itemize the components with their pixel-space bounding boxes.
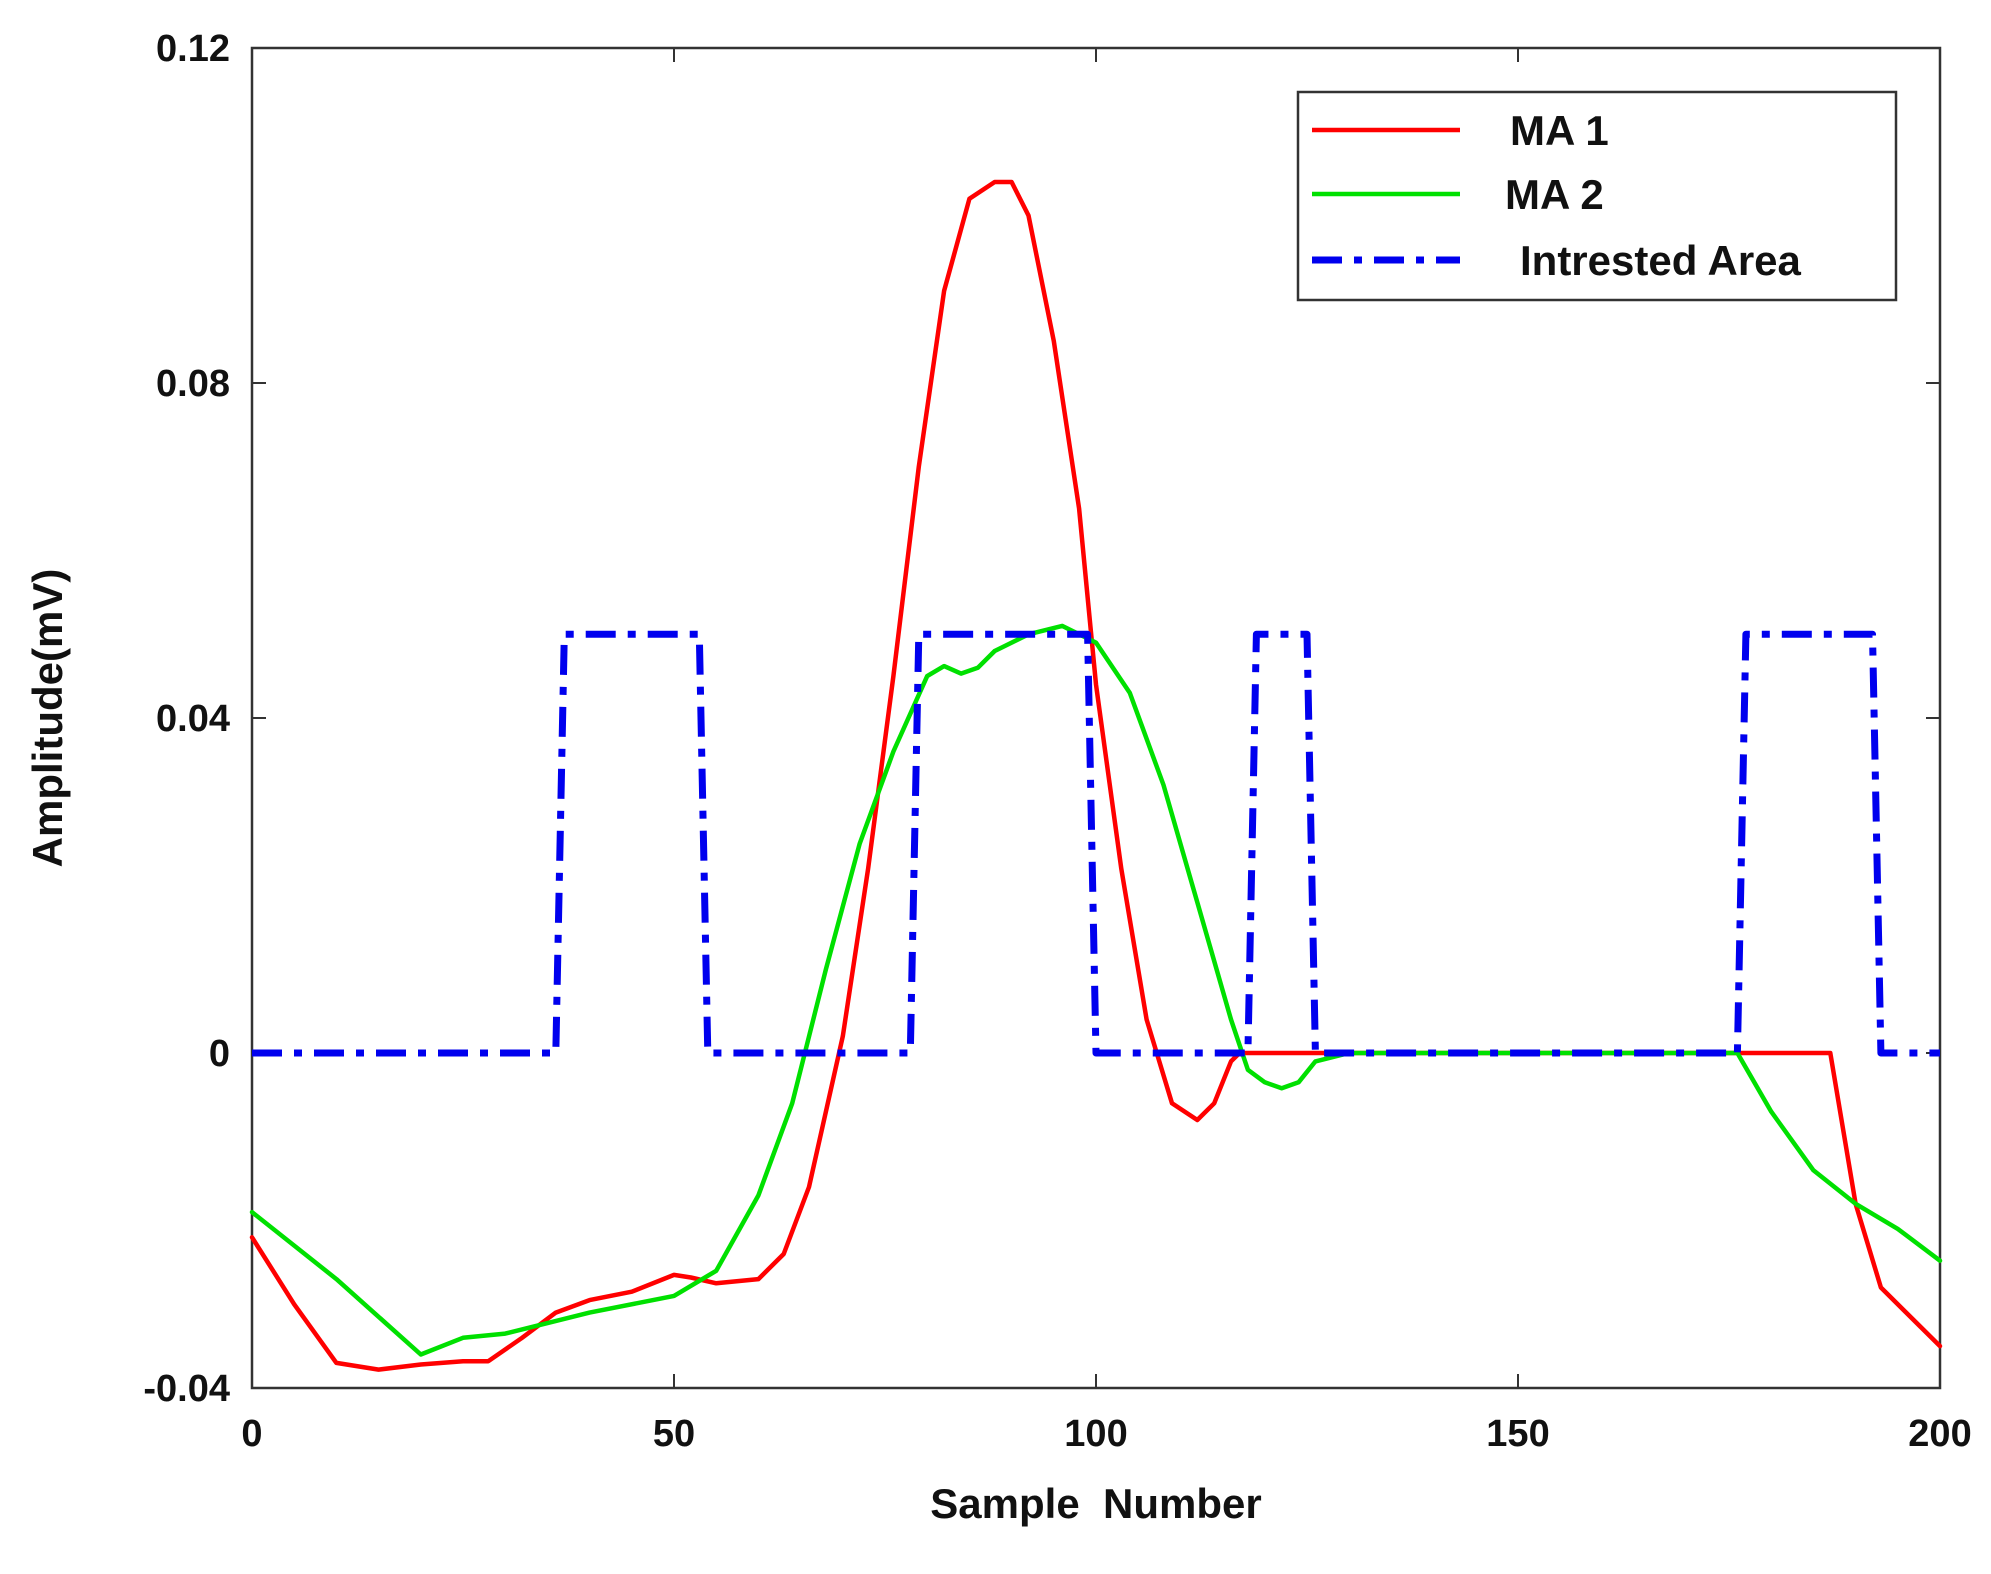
y-tick-label: 0 — [209, 1033, 230, 1075]
x-tick-label: 200 — [1908, 1413, 1971, 1455]
y-tick-label: 0.08 — [156, 363, 230, 405]
x-tick-label: 150 — [1486, 1413, 1549, 1455]
x-tick-label: 0 — [241, 1413, 262, 1455]
legend-label-ma1: MA 1 — [1510, 107, 1609, 154]
series-line-interested-area — [252, 630, 1940, 1057]
x-tick-label: 50 — [653, 1413, 695, 1455]
x-axis-label: Sample Number — [930, 1480, 1261, 1527]
series-lines — [249, 179, 1943, 1372]
y-tick-label: 0.04 — [156, 698, 230, 740]
y-tick-label: 0.12 — [156, 28, 230, 70]
y-tick-label: -0.04 — [143, 1368, 230, 1410]
legend-label-interested-area: Intrested Area — [1520, 237, 1802, 284]
y-axis-label: Amplitude(mV) — [24, 569, 71, 868]
axis-ticks: 0 50 100 150 200 -0.04 0 0.04 0.08 0.12 — [143, 28, 1971, 1455]
x-tick-label: 100 — [1064, 1413, 1127, 1455]
series-line-ma2 — [249, 623, 1943, 1357]
legend-label-ma2: MA 2 — [1505, 171, 1604, 218]
legend: MA 1 MA 2 Intrested Area — [1296, 90, 1898, 302]
